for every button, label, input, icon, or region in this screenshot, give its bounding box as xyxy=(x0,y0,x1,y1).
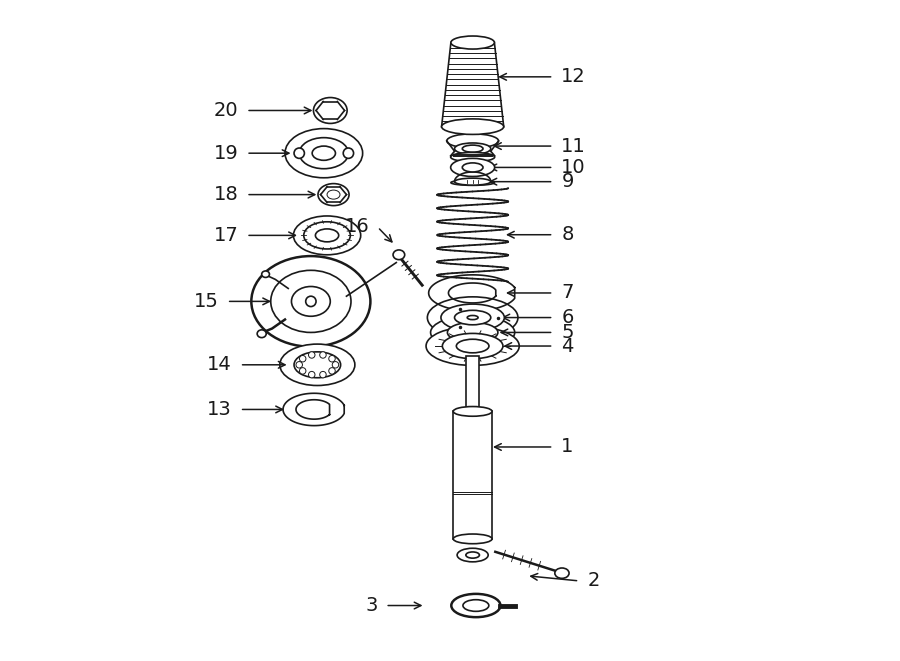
Ellipse shape xyxy=(442,119,504,134)
Text: 7: 7 xyxy=(562,284,573,303)
Ellipse shape xyxy=(294,352,340,377)
Ellipse shape xyxy=(426,327,519,366)
Ellipse shape xyxy=(446,134,499,148)
Polygon shape xyxy=(284,393,344,426)
Ellipse shape xyxy=(393,250,405,260)
Text: 8: 8 xyxy=(562,225,573,244)
Ellipse shape xyxy=(313,98,347,124)
Ellipse shape xyxy=(451,36,494,49)
Ellipse shape xyxy=(327,190,340,199)
Text: 17: 17 xyxy=(213,226,238,245)
Ellipse shape xyxy=(262,271,269,278)
Ellipse shape xyxy=(463,145,483,152)
Ellipse shape xyxy=(454,178,490,185)
Ellipse shape xyxy=(293,216,361,254)
Ellipse shape xyxy=(443,333,503,359)
Ellipse shape xyxy=(447,323,498,342)
Circle shape xyxy=(320,352,326,358)
Text: 15: 15 xyxy=(194,292,219,311)
Bar xyxy=(466,356,479,414)
Ellipse shape xyxy=(451,594,500,617)
Ellipse shape xyxy=(454,143,490,155)
Circle shape xyxy=(296,362,302,368)
Ellipse shape xyxy=(463,163,483,172)
Circle shape xyxy=(328,368,335,374)
Text: 19: 19 xyxy=(213,143,238,163)
Ellipse shape xyxy=(318,184,349,206)
Circle shape xyxy=(309,352,315,358)
Text: 6: 6 xyxy=(562,308,573,327)
Ellipse shape xyxy=(299,137,348,169)
Circle shape xyxy=(306,296,316,307)
Text: 13: 13 xyxy=(207,400,232,419)
Circle shape xyxy=(309,371,315,378)
Circle shape xyxy=(343,148,354,159)
Text: 2: 2 xyxy=(587,571,599,590)
Text: 14: 14 xyxy=(207,356,232,374)
Text: 3: 3 xyxy=(365,596,377,615)
Ellipse shape xyxy=(292,286,330,316)
Ellipse shape xyxy=(441,304,504,331)
Circle shape xyxy=(332,362,338,368)
Ellipse shape xyxy=(454,534,492,544)
Ellipse shape xyxy=(428,297,518,338)
Circle shape xyxy=(294,148,304,159)
Text: 4: 4 xyxy=(562,336,573,356)
Text: 11: 11 xyxy=(562,137,586,155)
Ellipse shape xyxy=(451,180,494,185)
Ellipse shape xyxy=(463,600,489,611)
Text: 1: 1 xyxy=(562,438,573,457)
Bar xyxy=(454,411,492,539)
Text: 20: 20 xyxy=(214,101,238,120)
Ellipse shape xyxy=(257,330,266,338)
Circle shape xyxy=(300,368,306,374)
Text: 9: 9 xyxy=(562,172,573,191)
Circle shape xyxy=(320,371,326,378)
Ellipse shape xyxy=(454,407,492,416)
Ellipse shape xyxy=(457,548,488,562)
Ellipse shape xyxy=(554,568,569,578)
Ellipse shape xyxy=(454,310,490,325)
Text: 5: 5 xyxy=(562,323,574,342)
Ellipse shape xyxy=(430,315,515,349)
Text: 18: 18 xyxy=(213,185,238,204)
Text: 12: 12 xyxy=(562,67,586,87)
Ellipse shape xyxy=(451,153,495,162)
Ellipse shape xyxy=(251,256,371,346)
Ellipse shape xyxy=(312,146,336,161)
Ellipse shape xyxy=(451,159,495,176)
Text: 16: 16 xyxy=(345,217,370,237)
Ellipse shape xyxy=(280,344,355,385)
Text: 10: 10 xyxy=(562,158,586,177)
Circle shape xyxy=(328,356,335,362)
Polygon shape xyxy=(428,275,515,311)
Circle shape xyxy=(300,356,306,362)
Ellipse shape xyxy=(285,129,363,178)
Ellipse shape xyxy=(315,229,338,242)
Ellipse shape xyxy=(304,222,350,249)
Ellipse shape xyxy=(466,552,480,558)
Polygon shape xyxy=(454,172,490,182)
Ellipse shape xyxy=(467,315,478,320)
Ellipse shape xyxy=(271,270,351,332)
Ellipse shape xyxy=(456,339,489,353)
